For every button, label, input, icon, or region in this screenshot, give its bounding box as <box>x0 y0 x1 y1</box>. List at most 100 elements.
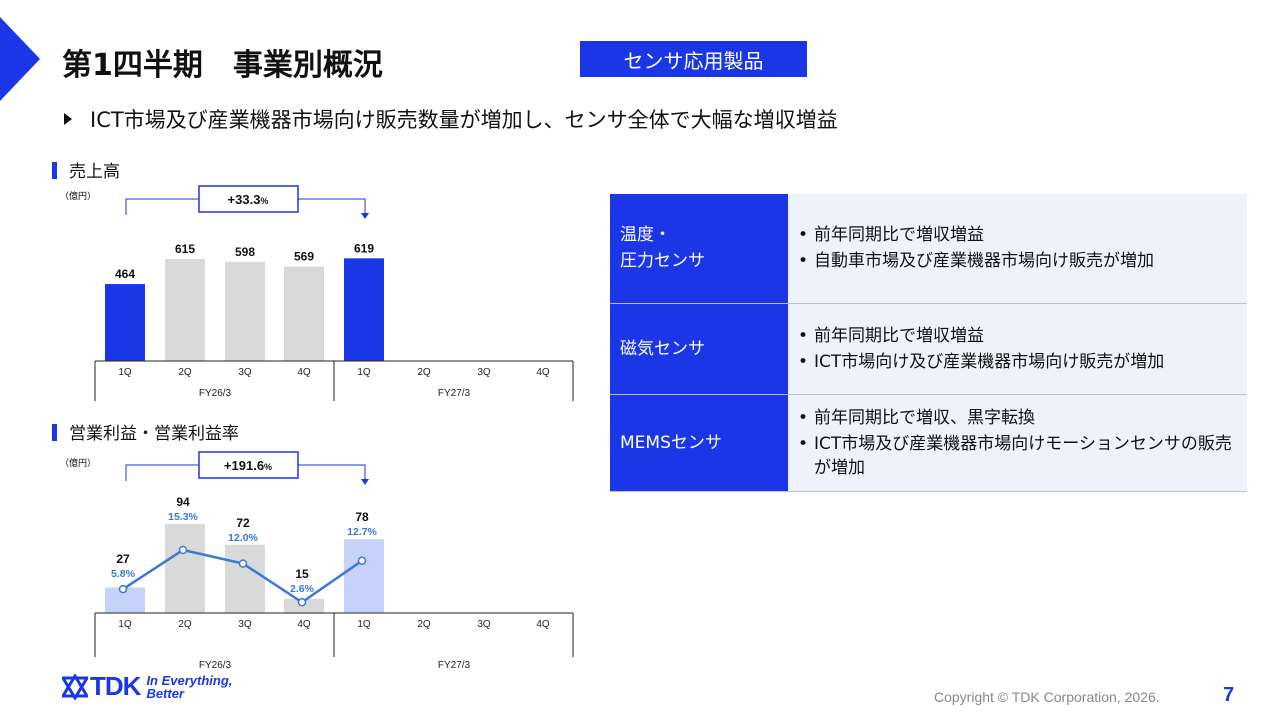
profit-growth-text: +191.6% <box>224 458 272 473</box>
profit-arrow-icon <box>361 479 369 485</box>
sales-tick-label: 1Q <box>118 367 132 378</box>
sales-bar <box>284 266 324 361</box>
sales-data-label: 598 <box>235 245 255 259</box>
sales-growth-value: +33.3 <box>228 192 261 207</box>
profit-growth-value: +191.6 <box>224 458 264 473</box>
sales-tick-label: 2Q <box>417 367 431 378</box>
profit-data-label: 78 <box>355 510 369 524</box>
profit-bracket-left <box>125 464 199 481</box>
row-label-line: 磁気センサ <box>620 338 705 359</box>
accent-triangle <box>0 17 40 101</box>
row-label-line: 温度・ <box>620 225 671 246</box>
profit-tick-label: 1Q <box>357 619 371 630</box>
profit-tick-label: 4Q <box>536 619 550 630</box>
tdk-logo: TDK In Everything, Better <box>62 671 232 702</box>
bullet-item: ICT市場及び産業機器市場向けモーションセンサの販売が増加 <box>798 432 1239 480</box>
bullet-list: 前年同期比で増収、黒字転換ICT市場及び産業機器市場向けモーションセンサの販売が… <box>798 406 1239 480</box>
sales-data-label: 615 <box>175 242 195 256</box>
bullet-item: ICT市場向け及び産業機器市場向け販売が増加 <box>798 350 1239 374</box>
sales-bracket-right <box>298 198 366 217</box>
bullet-list: 前年同期比で増収増益ICT市場向け及び産業機器市場向け販売が増加 <box>798 324 1239 374</box>
profit-data-label: 27 <box>116 552 130 566</box>
sales-group-label: FY27/3 <box>438 388 471 399</box>
page-title: 第1四半期 事業別概況 <box>62 48 383 83</box>
sales-label-text: 売上高 <box>69 162 120 182</box>
copyright: Copyright © TDK Corporation, 2026. <box>934 689 1160 705</box>
row-label: MEMSセンサ <box>610 394 788 492</box>
profit-data-label: 72 <box>236 516 250 530</box>
margin-data-label: 12.0% <box>228 532 258 544</box>
slogan-line2: Better <box>146 685 185 701</box>
sales-unit: （億円） <box>60 192 97 202</box>
sales-bar <box>165 259 205 361</box>
headline: ICT市場及び産業機器市場向け販売数量が増加し、センサ全体で大幅な増収増益 <box>64 104 838 134</box>
sales-data-label: 619 <box>354 241 374 255</box>
section-marker <box>52 423 57 441</box>
profit-bar <box>344 539 384 613</box>
sales-data-label: 464 <box>115 267 135 281</box>
table-row: 磁気センサ 前年同期比で増収増益ICT市場向け及び産業機器市場向け販売が増加 <box>610 303 1247 395</box>
sales-bar <box>105 284 145 361</box>
page-number: 7 <box>1223 684 1235 706</box>
margin-point <box>297 598 307 607</box>
margin-point <box>118 584 128 594</box>
profit-data-label: 15 <box>295 567 309 581</box>
profit-tick-label: 2Q <box>178 619 192 630</box>
margin-data-label: 12.7% <box>347 526 377 538</box>
profit-growth-unit: % <box>264 462 272 472</box>
margin-data-label: 2.6% <box>290 583 315 595</box>
bullet-item: 前年同期比で増収増益 <box>798 223 1239 247</box>
charts-svg: +33.3% 464 615 598 569 619 1Q 2Q 3Q 4Q 1Q 2Q 3Q 4Q FY2… <box>94 185 574 671</box>
profit-bracket-right <box>298 464 366 483</box>
margin-data-label: 5.8% <box>111 568 136 580</box>
sales-bar <box>344 258 384 361</box>
profit-bar <box>165 524 205 613</box>
margin-data-label: 15.3% <box>168 511 198 523</box>
row-content: 前年同期比で増収、黒字転換ICT市場及び産業機器市場向けモーションセンサの販売が… <box>788 394 1247 492</box>
headline-text: ICT市場及び産業機器市場向け販売数量が増加し、センサ全体で大幅な増収増益 <box>90 108 838 132</box>
logo-word: TDK <box>90 671 141 701</box>
logo-slogan: In Everything, Better <box>146 674 232 700</box>
profit-growth-box <box>198 451 299 479</box>
sales-tick-label: 4Q <box>297 367 311 378</box>
table-row: MEMSセンサ 前年同期比で増収、黒字転換ICT市場及び産業機器市場向けモーション… <box>610 394 1247 492</box>
segment-table: 温度・圧力センサ 前年同期比で増収増益自動車市場及び産業機器市場向け販売が増加磁気… <box>610 194 1247 492</box>
profit-tick-label: 1Q <box>118 619 132 630</box>
profit-section-label: 営業利益・営業利益率 <box>52 419 239 444</box>
profit-unit: （億円） <box>60 459 97 469</box>
sales-growth-box <box>198 185 299 213</box>
tdk-emblem-icon <box>62 673 88 700</box>
sales-growth-unit: % <box>260 196 268 206</box>
bullet-list: 前年同期比で増収増益自動車市場及び産業機器市場向け販売が増加 <box>798 223 1239 273</box>
sales-tick-label: 4Q <box>536 367 550 378</box>
table-row: 温度・圧力センサ 前年同期比で増収増益自動車市場及び産業機器市場向け販売が増加 <box>610 194 1247 304</box>
segment-badge: センサ応用製品 <box>580 41 807 77</box>
row-label: 磁気センサ <box>610 303 788 395</box>
bullet-item: 前年同期比で増収増益 <box>798 324 1239 348</box>
sales-group-label: FY26/3 <box>199 388 232 399</box>
profit-tick-label: 3Q <box>477 619 491 630</box>
profit-tick-label: 2Q <box>417 619 431 630</box>
slogan-line1: In Everything, <box>146 672 233 688</box>
sales-growth-text: +33.3% <box>228 192 269 207</box>
row-label-line: MEMSセンサ <box>620 432 722 453</box>
section-marker <box>52 161 57 179</box>
profit-tick-label: 4Q <box>297 619 311 630</box>
sales-tick-label: 3Q <box>477 367 491 378</box>
sales-arrow-icon <box>361 213 369 219</box>
bullet-arrow-icon <box>64 113 72 125</box>
margin-point <box>357 556 367 565</box>
sales-data-label: 569 <box>294 250 314 264</box>
profit-tick-label: 3Q <box>238 619 252 630</box>
sales-section-label: 売上高 <box>52 157 120 182</box>
sales-bar <box>225 261 265 361</box>
row-content: 前年同期比で増収増益ICT市場向け及び産業機器市場向け販売が増加 <box>788 303 1247 395</box>
sales-bracket-left <box>125 198 199 215</box>
row-label-line: 圧力センサ <box>620 251 705 272</box>
margin-point <box>178 545 188 555</box>
row-content: 前年同期比で増収増益自動車市場及び産業機器市場向け販売が増加 <box>788 194 1247 304</box>
margin-point <box>238 559 248 568</box>
sales-tick-label: 3Q <box>238 367 252 378</box>
sales-tick-label: 1Q <box>357 367 371 378</box>
profit-label-text: 営業利益・営業利益率 <box>69 424 239 444</box>
